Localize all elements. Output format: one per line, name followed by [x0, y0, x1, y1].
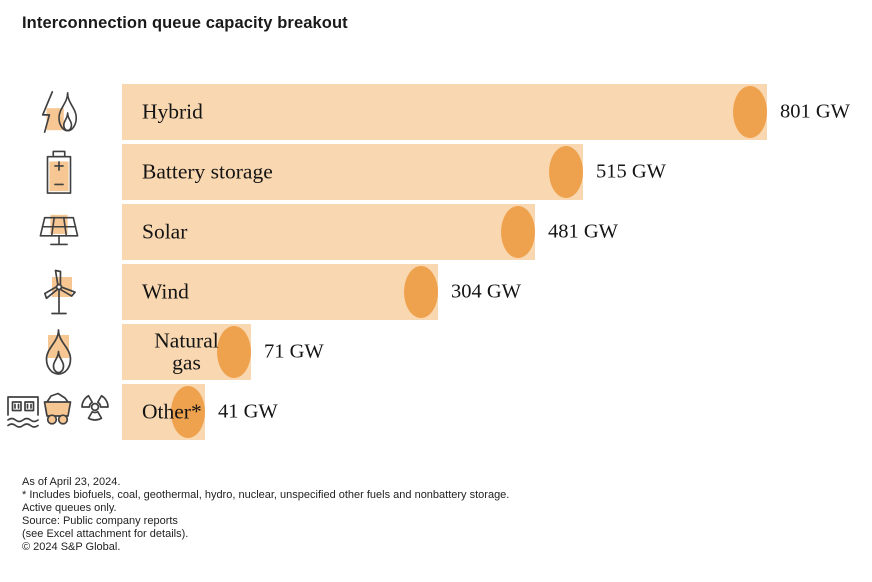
- bar-value-label: 515 GW: [596, 160, 667, 183]
- solar-panel-icon: [0, 204, 118, 260]
- hybrid-icon: [0, 84, 118, 140]
- coal-cart-icon: [43, 392, 72, 425]
- bar-other: Other* 41 GW: [122, 384, 278, 440]
- bar-label: Wind: [142, 279, 189, 304]
- bar-cap: [733, 86, 767, 138]
- footnote-copyright: © 2024 S&P Global.: [22, 540, 121, 553]
- bar-cap: [549, 146, 583, 198]
- chart-title: Interconnection queue capacity breakout: [22, 14, 348, 32]
- bar-cap: [501, 206, 535, 258]
- footnote-active-queues: Active queues only.: [22, 501, 117, 514]
- bar-cap: [217, 326, 251, 378]
- bar-label: Solar: [142, 219, 188, 244]
- bar-label: Other*: [142, 399, 202, 424]
- chart-row-wind: Wind 304 GW: [0, 264, 872, 320]
- bar-value-label: 481 GW: [548, 220, 619, 243]
- flame-icon: [0, 324, 118, 380]
- chart-row-natural-gas: Natural gas 71 GW: [0, 324, 872, 380]
- footnote-as-of: As of April 23, 2024.: [22, 476, 121, 488]
- footnote-source: Source: Public company reports: [22, 514, 178, 527]
- footnotes: As of April 23, 2024. * Includes biofuel…: [22, 476, 509, 553]
- chart-row-solar: Solar 481 GW: [0, 204, 872, 260]
- hydro-coal-nuclear-icons: [0, 384, 118, 440]
- chart-row-battery-storage: Battery storage 515 GW: [0, 144, 872, 200]
- bar-cap: [171, 386, 205, 438]
- bar-value-label: 41 GW: [218, 400, 278, 423]
- bar-value-label: 801 GW: [780, 100, 851, 123]
- bar-label: Battery storage: [142, 159, 273, 184]
- bar-hybrid: Hybrid 801 GW: [122, 84, 850, 140]
- bar-natural-gas: Natural gas 71 GW: [122, 324, 324, 380]
- footnote-includes: * Includes biofuels, coal, geothermal, h…: [22, 488, 510, 501]
- wind-turbine-icon: [0, 264, 118, 320]
- chart-row-other: Other* 41 GW: [0, 384, 872, 440]
- bar-label: Hybrid: [142, 99, 203, 124]
- battery-icon: [0, 144, 118, 200]
- hydro-dam-icon: [7, 396, 39, 428]
- chart-row-hybrid: Hybrid 801 GW: [0, 84, 872, 140]
- bar-label: Natural gas: [154, 328, 219, 375]
- bar-cap: [404, 266, 438, 318]
- footnote-see-excel: (see Excel attachment for details).: [22, 527, 189, 540]
- bar-solar: Solar 481 GW: [122, 204, 618, 260]
- bar-wind: Wind 304 GW: [122, 264, 521, 320]
- bar-value-label: 304 GW: [451, 280, 522, 303]
- bar-value-label: 71 GW: [264, 340, 324, 363]
- nuclear-icon: [81, 394, 109, 421]
- bar-battery-storage: Battery storage 515 GW: [122, 144, 666, 200]
